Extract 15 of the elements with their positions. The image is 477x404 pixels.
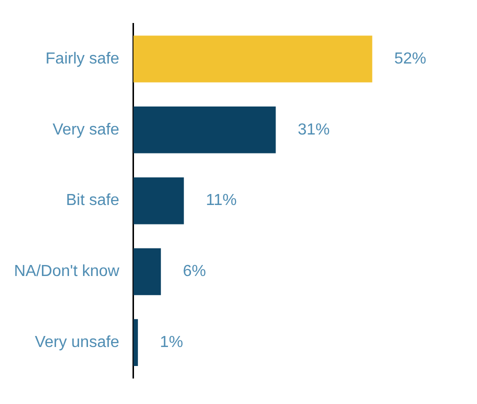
data-label: 11% bbox=[206, 192, 237, 210]
y-tick-label: Very unsafe bbox=[34, 334, 120, 351]
bar bbox=[133, 319, 138, 366]
data-label: 1% bbox=[160, 334, 184, 351]
y-tick-label: Bit safe bbox=[66, 192, 120, 210]
data-label: 6% bbox=[182, 263, 206, 280]
bar bbox=[133, 177, 184, 224]
bar bbox=[133, 248, 161, 296]
bar bbox=[133, 106, 276, 154]
bar bbox=[133, 36, 372, 82]
data-label: 31% bbox=[298, 121, 330, 138]
data-label: 52% bbox=[394, 50, 426, 68]
y-tick-label: Very safe bbox=[52, 121, 120, 138]
y-tick-label: Fairly safe bbox=[46, 50, 120, 68]
y-tick-label: NA/Don't know bbox=[14, 263, 120, 280]
